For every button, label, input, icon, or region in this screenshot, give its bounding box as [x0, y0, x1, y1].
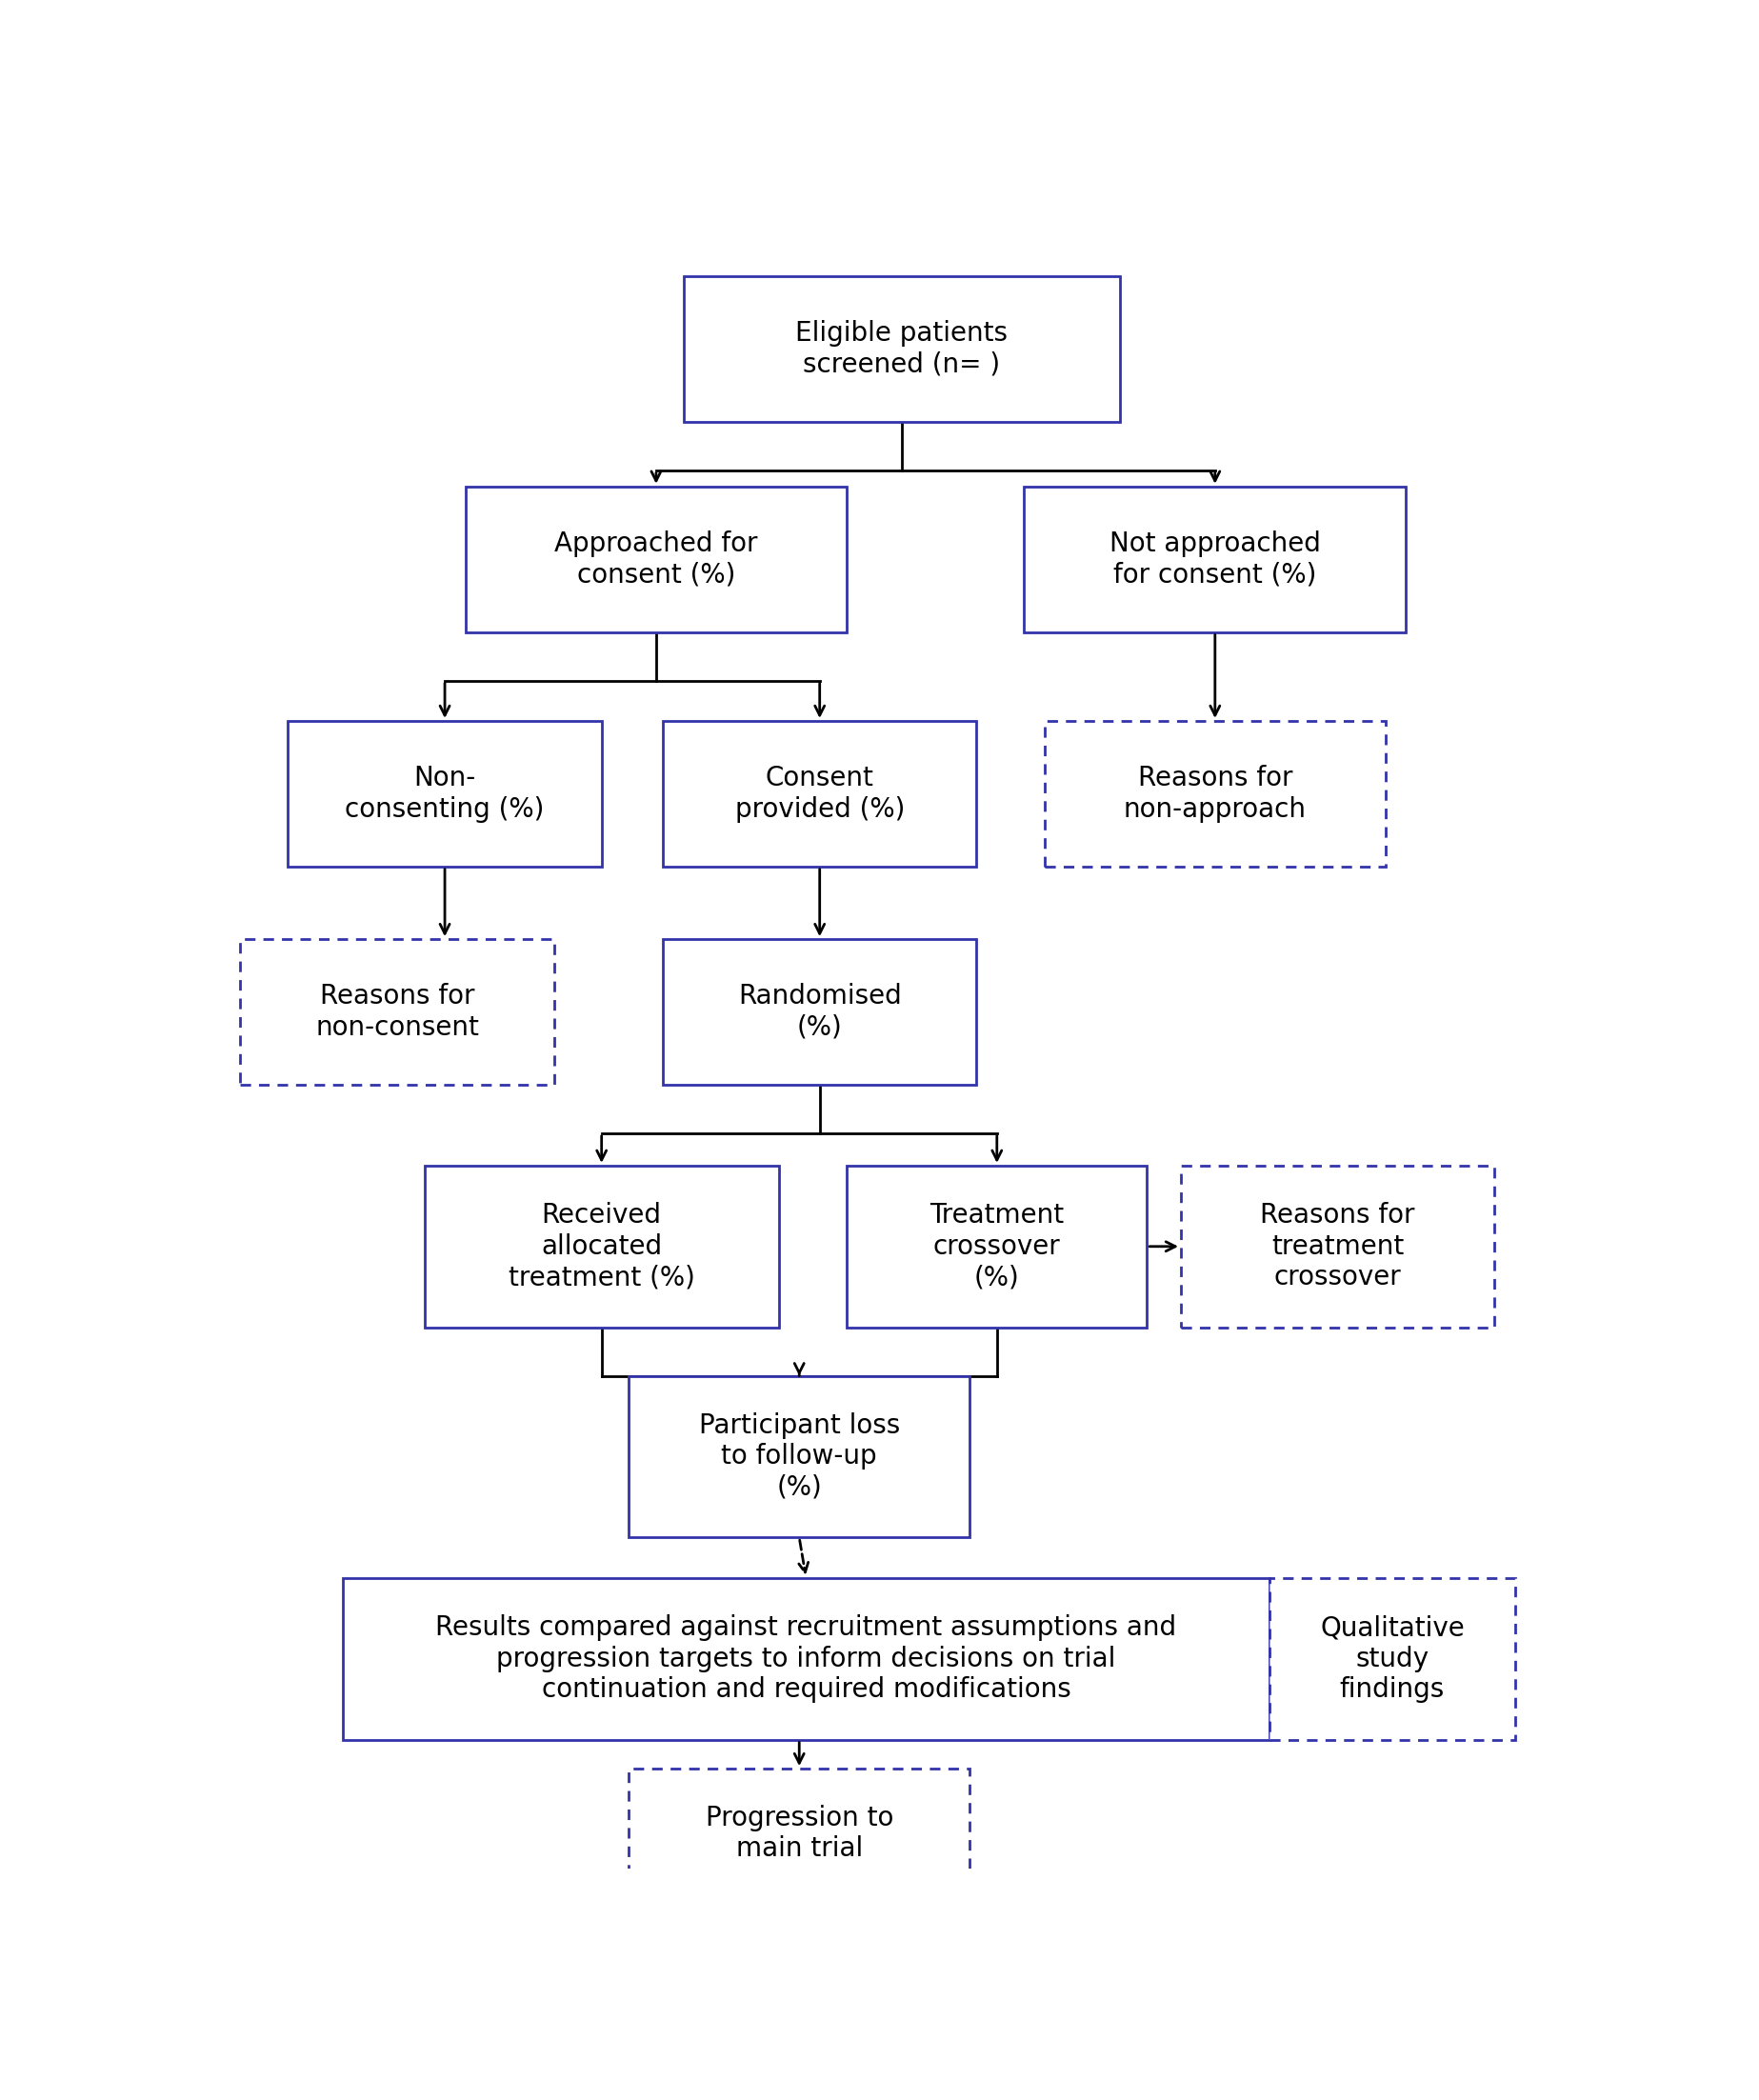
Text: Consent
provided (%): Consent provided (%)	[735, 764, 904, 823]
Bar	[241, 939, 554, 1086]
Text: Non-
consenting (%): Non- consenting (%)	[345, 764, 545, 823]
Text: Progression to
main trial: Progression to main trial	[705, 1804, 894, 1863]
Bar	[682, 277, 1119, 422]
Text: Treatment
crossover
(%): Treatment crossover (%)	[931, 1203, 1064, 1292]
Bar	[663, 720, 976, 867]
Bar	[1045, 720, 1386, 867]
Bar	[464, 487, 848, 632]
Text: Reasons for
treatment
crossover: Reasons for treatment crossover	[1261, 1203, 1414, 1292]
Text: Reasons for
non-consent: Reasons for non-consent	[315, 983, 478, 1042]
Text: Qualitative
study
findings: Qualitative study findings	[1319, 1615, 1465, 1703]
Bar	[1270, 1577, 1514, 1739]
Text: Randomised
(%): Randomised (%)	[739, 983, 901, 1042]
Bar	[343, 1577, 1270, 1739]
Text: Eligible patients
screened (n= ): Eligible patients screened (n= )	[795, 321, 1008, 378]
Bar	[663, 939, 976, 1086]
Bar	[848, 1166, 1147, 1327]
Bar	[288, 720, 602, 867]
Bar	[630, 1768, 969, 1898]
Text: Received
allocated
treatment (%): Received allocated treatment (%)	[508, 1203, 695, 1292]
Bar	[1024, 487, 1405, 632]
Bar	[1180, 1166, 1495, 1327]
Text: Participant loss
to follow-up
(%): Participant loss to follow-up (%)	[698, 1413, 901, 1502]
Bar	[424, 1166, 779, 1327]
Bar	[630, 1376, 969, 1537]
Text: Results compared against recruitment assumptions and
progression targets to info: Results compared against recruitment ass…	[436, 1615, 1177, 1703]
Text: Reasons for
non-approach: Reasons for non-approach	[1124, 764, 1307, 823]
Text: Not approached
for consent (%): Not approached for consent (%)	[1110, 531, 1321, 588]
Text: Approached for
consent (%): Approached for consent (%)	[554, 531, 758, 588]
